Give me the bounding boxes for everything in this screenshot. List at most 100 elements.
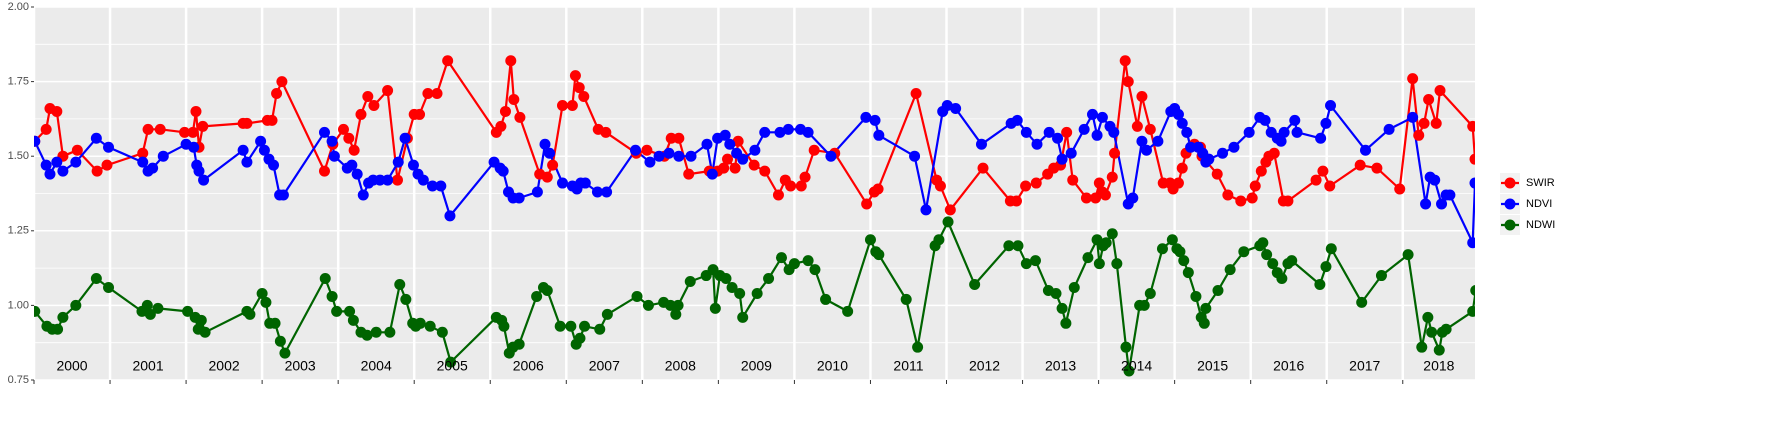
point [399,132,411,144]
point [942,216,954,228]
point [147,162,159,174]
point [808,144,820,156]
point [1418,117,1430,129]
point [554,320,566,332]
point [950,102,962,114]
point [1138,299,1150,311]
point [1082,252,1094,264]
point [1235,195,1247,207]
point [1320,261,1332,273]
point [531,186,543,198]
point [241,156,253,168]
point [749,144,761,156]
point [1140,144,1152,156]
point [179,126,191,138]
point [199,326,211,338]
point [382,174,394,186]
point [724,138,736,150]
point [591,186,603,198]
point [193,165,205,177]
point [722,153,734,165]
point [732,135,744,147]
point [258,144,270,156]
point [1087,108,1099,120]
point [1122,76,1134,88]
point [1354,159,1366,171]
y-tick-label: 0.75 [8,374,29,386]
point [1255,165,1267,177]
point [1003,240,1015,252]
point [1091,129,1103,141]
point [759,126,771,138]
point [1469,153,1475,165]
point [1078,123,1090,135]
point [1127,192,1139,204]
point [933,234,945,246]
point [1056,153,1068,165]
point [673,150,685,162]
point [1238,246,1250,258]
point [1217,147,1229,159]
point [255,135,267,147]
point [1228,141,1240,153]
point [1080,192,1092,204]
point [556,99,568,111]
point [319,273,331,285]
point [513,192,525,204]
point [57,311,69,323]
point [1172,108,1184,120]
point [718,162,730,174]
point [641,144,653,156]
point [934,180,946,192]
point [594,323,606,335]
point [601,186,613,198]
point [772,189,784,201]
point [775,252,787,264]
point [539,138,551,150]
point [1317,165,1329,177]
point [944,204,956,216]
point [417,174,429,186]
point [1224,264,1236,276]
point [748,159,760,171]
point [51,156,63,168]
point [1065,147,1077,159]
point [1402,249,1414,261]
point [52,323,64,335]
point [348,144,360,156]
point [40,123,52,135]
point [57,165,69,177]
year-label: 2015 [1197,358,1228,374]
point [1314,279,1326,291]
year-label: 2006 [513,358,544,374]
point [362,91,374,103]
point [1324,180,1336,192]
point [1156,243,1168,255]
point [182,305,194,317]
point [1060,317,1072,329]
point [1413,129,1425,141]
point [392,156,404,168]
point [260,296,272,308]
point [508,94,520,106]
point [1100,237,1112,249]
point [1259,114,1271,126]
point [266,114,278,126]
point [1467,120,1475,132]
point [1093,177,1105,189]
point [51,105,63,117]
point [505,55,517,67]
point [370,326,382,338]
point [709,302,721,314]
point [1222,189,1234,201]
point [394,279,406,291]
point [197,120,209,132]
point [860,111,872,123]
point [368,99,380,111]
point [601,308,613,320]
point [1050,287,1062,299]
legend-label: SWIR [1526,177,1555,189]
point [1093,258,1105,270]
point [44,168,56,180]
point [579,177,591,189]
